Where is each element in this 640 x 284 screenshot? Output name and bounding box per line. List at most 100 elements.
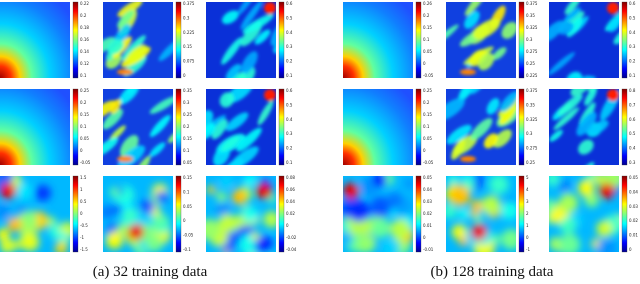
colorbar-tick-label: 0.6 xyxy=(286,88,293,93)
colorbar-tick-label: 0.16 xyxy=(80,37,89,42)
colorbar-tick-label: -0.01 xyxy=(423,247,434,252)
colorbar-tick-label: 0.05 xyxy=(423,49,432,54)
caption: (b) 128 training data xyxy=(431,264,554,280)
colorbar-tick-label: 0.5 xyxy=(286,15,293,20)
colorbar-tick-label: 0.25 xyxy=(80,88,89,93)
colorbar-tick-label: 0.3 xyxy=(526,37,533,42)
heatmap xyxy=(206,176,276,252)
colorbar-tick-label: 0 xyxy=(423,235,426,240)
colorbar xyxy=(518,88,525,166)
colorbar xyxy=(621,1,628,79)
colorbar-tick-label: -0.05 xyxy=(183,233,194,238)
colorbar-tick-label: 0.4 xyxy=(629,146,636,151)
colorbar-tick-label: 0.05 xyxy=(80,136,89,141)
heatmap xyxy=(103,89,173,165)
heatmap xyxy=(206,2,276,78)
colorbar-tick-label: 0.26 xyxy=(423,1,432,6)
colorbar-tick-label: 0.375 xyxy=(183,1,195,6)
colorbar-tick-label: -1 xyxy=(526,247,530,252)
colorbar-tick-label: 0.225 xyxy=(183,30,195,35)
heatmap xyxy=(0,89,70,165)
heatmap xyxy=(549,89,619,165)
colorbar xyxy=(175,175,182,253)
colorbar-tick-label: -0.05 xyxy=(423,73,434,78)
colorbar-tick-label: 0.22 xyxy=(80,1,89,6)
colorbar-tick-label: 0.2 xyxy=(183,124,190,129)
colorbar-tick-label: 0.6 xyxy=(629,117,636,122)
colorbar xyxy=(415,175,422,253)
colorbar-tick-label: 0.04 xyxy=(423,187,432,192)
colorbar xyxy=(518,1,525,79)
colorbar-tick-label: 0.1 xyxy=(629,73,636,78)
colorbar-tick-label: 0.5 xyxy=(629,131,636,136)
colorbar-tick-label: 0.3 xyxy=(183,15,190,20)
colorbar-tick-label: 0.15 xyxy=(423,25,432,30)
colorbar-tick-label: 0 xyxy=(80,211,83,216)
colorbar xyxy=(72,88,79,166)
colorbar-tick-label: 0 xyxy=(629,247,632,252)
colorbar-tick-label: 1 xyxy=(80,187,83,192)
colorbar-tick-label: 0.2 xyxy=(80,13,87,18)
colorbar-tick-label: 0.6 xyxy=(286,1,293,6)
colorbar-tick-label: 0.275 xyxy=(526,49,538,54)
colorbar-tick-label: 5 xyxy=(526,175,529,180)
colorbar-tick-label: 2 xyxy=(526,211,529,216)
heatmap xyxy=(0,2,70,78)
heatmap xyxy=(343,89,413,165)
colorbar-tick-label: 0.15 xyxy=(183,136,192,141)
colorbar xyxy=(278,88,285,166)
colorbar-tick-label: 0.2 xyxy=(286,146,293,151)
colorbar xyxy=(518,175,525,253)
heatmap xyxy=(549,2,619,78)
colorbar-tick-label: -0.05 xyxy=(80,160,91,165)
colorbar-tick-label: -0.5 xyxy=(80,223,88,228)
heatmap xyxy=(549,176,619,252)
colorbar-tick-label: 0.25 xyxy=(526,160,535,165)
colorbar-tick-label: 0.05 xyxy=(423,136,432,141)
colorbar-tick-label: 0.25 xyxy=(183,112,192,117)
colorbar xyxy=(621,175,628,253)
colorbar-tick-label: 0.2 xyxy=(423,13,430,18)
colorbar-tick-label: 0.18 xyxy=(80,25,89,30)
colorbar xyxy=(278,1,285,79)
colorbar-tick-label: 0.15 xyxy=(423,112,432,117)
colorbar-tick-label: 0.2 xyxy=(80,100,87,105)
colorbar-tick-label: 0.15 xyxy=(183,175,192,180)
colorbar-tick-label: 0 xyxy=(286,223,289,228)
heatmap xyxy=(446,89,516,165)
colorbar-tick-label: -0.04 xyxy=(286,247,297,252)
colorbar-tick-label: 0.3 xyxy=(526,131,533,136)
colorbar-tick-label: 0.25 xyxy=(423,88,432,93)
colorbar-tick-label: 4 xyxy=(526,187,529,192)
colorbar-tick-label: -0.05 xyxy=(423,160,434,165)
colorbar-tick-label: 0.325 xyxy=(526,117,538,122)
colorbar xyxy=(621,88,628,166)
colorbar-tick-label: 0.1 xyxy=(286,160,293,165)
colorbar xyxy=(415,88,422,166)
colorbar-tick-label: 0.35 xyxy=(183,88,192,93)
colorbar-tick-label: 0.375 xyxy=(526,88,538,93)
colorbar-tick-label: 0.3 xyxy=(629,44,636,49)
colorbar-tick-label: 0.14 xyxy=(80,49,89,54)
colorbar-tick-label: 0.225 xyxy=(526,73,538,78)
colorbar-tick-label: 0.01 xyxy=(629,233,638,238)
colorbar-tick-label: 0.4 xyxy=(286,117,293,122)
colorbar-tick-label: 0.2 xyxy=(423,100,430,105)
colorbar-tick-label: 0.08 xyxy=(286,175,295,180)
colorbar-tick-label: 0.02 xyxy=(629,218,638,223)
colorbar-tick-label: 0.5 xyxy=(629,15,636,20)
colorbar-tick-label: 0.15 xyxy=(80,112,89,117)
colorbar-tick-label: 0.06 xyxy=(286,187,295,192)
colorbar-tick-label: 0.7 xyxy=(629,102,636,107)
colorbar-tick-label: -1 xyxy=(80,235,84,240)
colorbar-tick-label: 0.1 xyxy=(423,37,430,42)
colorbar-tick-label: 0 xyxy=(183,218,186,223)
heatmap xyxy=(343,2,413,78)
colorbar-tick-label: 0.3 xyxy=(286,44,293,49)
colorbar-tick-label: 0.1 xyxy=(183,189,190,194)
colorbar-tick-label: 0.4 xyxy=(629,30,636,35)
colorbar xyxy=(72,175,79,253)
colorbar-tick-label: 0.04 xyxy=(629,189,638,194)
colorbar-tick-label: 0.05 xyxy=(629,175,638,180)
colorbar-tick-label: 0.03 xyxy=(423,199,432,204)
